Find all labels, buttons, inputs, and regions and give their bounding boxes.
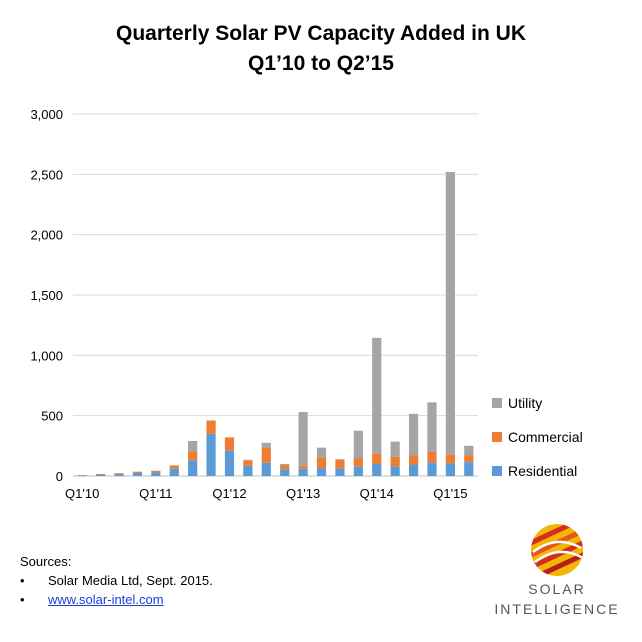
bar-commercial bbox=[445, 454, 455, 464]
bar-commercial bbox=[316, 457, 327, 469]
logo-text-solar: SOLAR bbox=[528, 581, 586, 597]
y-tick-label: 2,500 bbox=[30, 167, 63, 182]
chart-title: Quarterly Solar PV Capacity Added in UK bbox=[116, 22, 526, 45]
bar-residential bbox=[206, 433, 216, 476]
legend-swatch-utility bbox=[492, 398, 502, 408]
bar-commercial bbox=[372, 453, 382, 464]
x-tick-label: Q1'10 bbox=[65, 486, 99, 501]
bar-utility bbox=[188, 441, 198, 452]
bar-residential bbox=[390, 466, 400, 476]
bar-residential bbox=[243, 465, 253, 476]
bar-commercial bbox=[169, 465, 179, 469]
y-tick-label: 0 bbox=[56, 469, 63, 484]
bullet: • bbox=[20, 573, 25, 588]
bullet: • bbox=[20, 592, 25, 607]
bar-commercial bbox=[224, 437, 235, 451]
bar-commercial bbox=[243, 460, 253, 466]
bar-residential bbox=[224, 450, 235, 476]
bar-residential bbox=[298, 468, 308, 476]
chart-subtitle: Q1’10 to Q2’15 bbox=[248, 52, 394, 75]
bar-residential bbox=[261, 462, 271, 476]
legend-item-commercial: Commercial bbox=[492, 420, 583, 454]
bar-commercial bbox=[151, 470, 161, 473]
bar-residential bbox=[316, 468, 327, 476]
sources-block: Sources: • Solar Media Ltd, Sept. 2015. … bbox=[20, 552, 213, 609]
bar-residential bbox=[151, 472, 161, 476]
bar-utility bbox=[390, 441, 400, 457]
bar-utility bbox=[335, 459, 345, 460]
bar-utility bbox=[261, 442, 271, 448]
bar-utility bbox=[316, 447, 327, 458]
bar-residential bbox=[132, 472, 143, 476]
bar-residential bbox=[427, 462, 437, 476]
sources-heading: Sources: bbox=[20, 554, 72, 569]
bar-utility bbox=[427, 402, 437, 452]
bar-utility bbox=[353, 430, 363, 459]
bar-utility bbox=[298, 412, 308, 466]
bar-commercial bbox=[298, 465, 308, 469]
bar-commercial bbox=[132, 471, 143, 473]
chart-legend: Utility Commercial Residential bbox=[492, 386, 583, 488]
source-item: • Solar Media Ltd, Sept. 2015. bbox=[20, 571, 213, 590]
y-tick-label: 1,000 bbox=[30, 348, 63, 363]
x-tick-label: Q1'12 bbox=[212, 486, 246, 501]
x-tick-label: Q1'15 bbox=[433, 486, 467, 501]
bar-utility bbox=[372, 337, 382, 454]
bar-commercial bbox=[114, 473, 124, 475]
bar-utility bbox=[243, 459, 253, 461]
legend-label-utility: Utility bbox=[508, 395, 543, 411]
solar-intelligence-logo: SOLAR INTELLIGENCE bbox=[492, 522, 622, 618]
legend-item-residential: Residential bbox=[492, 454, 583, 488]
sun-logo-icon bbox=[531, 524, 583, 576]
bar-residential bbox=[280, 469, 290, 476]
bar-commercial bbox=[390, 456, 400, 467]
bar-residential bbox=[335, 468, 345, 476]
source-text: Solar Media Ltd, Sept. 2015. bbox=[48, 573, 213, 588]
bar-commercial bbox=[335, 459, 345, 469]
bar-utility bbox=[445, 171, 455, 455]
bar-residential bbox=[408, 464, 419, 476]
bar-commercial bbox=[353, 458, 363, 467]
bar-utility bbox=[408, 413, 419, 456]
bar-residential bbox=[445, 463, 455, 476]
bar-utility bbox=[464, 445, 474, 456]
bar-utility bbox=[280, 463, 290, 466]
legend-item-utility: Utility bbox=[492, 386, 583, 420]
x-tick-label: Q1'13 bbox=[286, 486, 320, 501]
y-tick-label: 3,000 bbox=[30, 107, 63, 122]
bar-commercial bbox=[188, 451, 198, 461]
bar-commercial bbox=[427, 451, 437, 463]
bar-residential bbox=[77, 475, 87, 476]
bar-commercial bbox=[206, 420, 216, 434]
bar-residential bbox=[188, 460, 198, 476]
bar-commercial bbox=[464, 455, 474, 463]
y-tick-label: 2,000 bbox=[30, 228, 63, 243]
bar-residential bbox=[96, 474, 106, 476]
x-tick-label: Q1'14 bbox=[360, 486, 394, 501]
legend-swatch-commercial bbox=[492, 432, 502, 442]
source-link[interactable]: www.solar-intel.com bbox=[48, 592, 164, 607]
bar-commercial bbox=[261, 447, 271, 463]
bar-commercial bbox=[280, 465, 290, 470]
bar-residential bbox=[169, 468, 179, 476]
legend-label-commercial: Commercial bbox=[508, 429, 583, 445]
bar-commercial bbox=[408, 455, 419, 465]
logo-text-intelligence: INTELLIGENCE bbox=[494, 601, 620, 617]
bar-utility bbox=[169, 465, 179, 466]
bar-residential bbox=[353, 466, 363, 476]
bar-commercial bbox=[96, 473, 106, 475]
x-tick-label: Q1'11 bbox=[139, 486, 172, 501]
y-tick-label: 500 bbox=[41, 409, 63, 424]
bar-residential bbox=[464, 462, 474, 476]
legend-label-residential: Residential bbox=[508, 463, 578, 479]
y-tick-label: 1,500 bbox=[30, 288, 63, 303]
bar-residential bbox=[372, 463, 382, 476]
bar-residential bbox=[114, 474, 124, 476]
source-item: • www.solar-intel.com bbox=[20, 590, 213, 609]
legend-swatch-residential bbox=[492, 466, 502, 476]
